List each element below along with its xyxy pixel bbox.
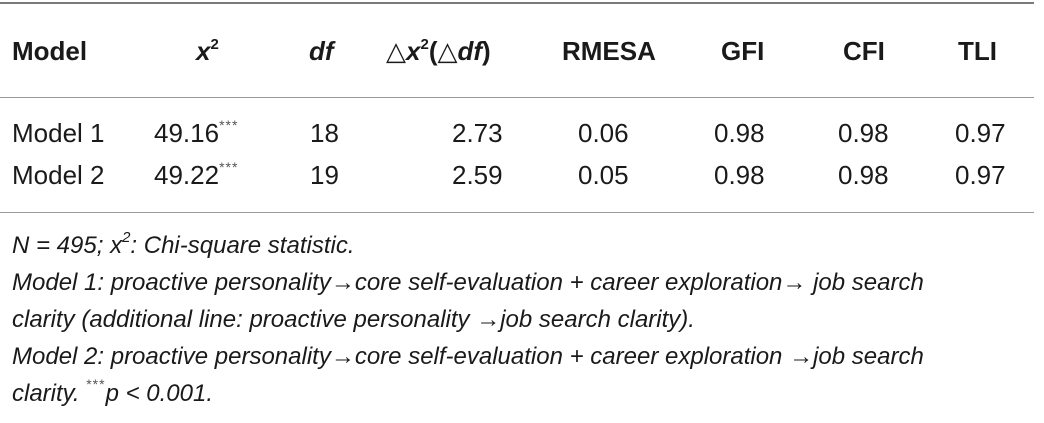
header-chi-square: x2 [196,36,219,66]
cell-model: Model 2 [12,160,105,190]
table-header-rule [0,97,1034,98]
cell-chi-square: 49.22*** [154,159,239,190]
header-rmesa: RMESA [562,36,656,66]
cell-tli: 0.97 [955,160,1006,190]
cell-model: Model 1 [12,118,105,148]
header-df: df [309,36,334,66]
cell-tli: 0.97 [955,118,1006,148]
cell-rmesa: 0.05 [578,160,629,190]
header-model: Model [12,36,88,66]
cell-delta-chi-square: 2.59 [452,160,503,190]
table-note-model1-cont: clarity (additional line: proactive pers… [12,306,695,333]
cell-cfi: 0.98 [838,118,889,148]
table-note-model2: Model 2: proactive personality→core self… [12,343,924,370]
cell-chi-square: 49.16*** [154,117,239,148]
cell-df: 19 [310,160,339,190]
header-tli: TLI [958,36,997,66]
header-delta-chi-square: △x2(△df) [386,36,491,66]
header-cfi: CFI [843,36,885,66]
table-note-sample: N = 495; x2: Chi-square statistic. [12,229,355,259]
cell-delta-chi-square: 2.73 [452,118,503,148]
cell-df: 18 [310,118,339,148]
table-note-model1: Model 1: proactive personality→core self… [12,269,924,296]
table-note-significance: clarity. ***p < 0.001. [12,376,214,407]
cell-gfi: 0.98 [714,160,765,190]
cell-rmesa: 0.06 [578,118,629,148]
cell-cfi: 0.98 [838,160,889,190]
table-bottom-rule [0,212,1034,213]
header-gfi: GFI [721,36,765,66]
table-top-rule [0,2,1034,4]
cell-gfi: 0.98 [714,118,765,148]
